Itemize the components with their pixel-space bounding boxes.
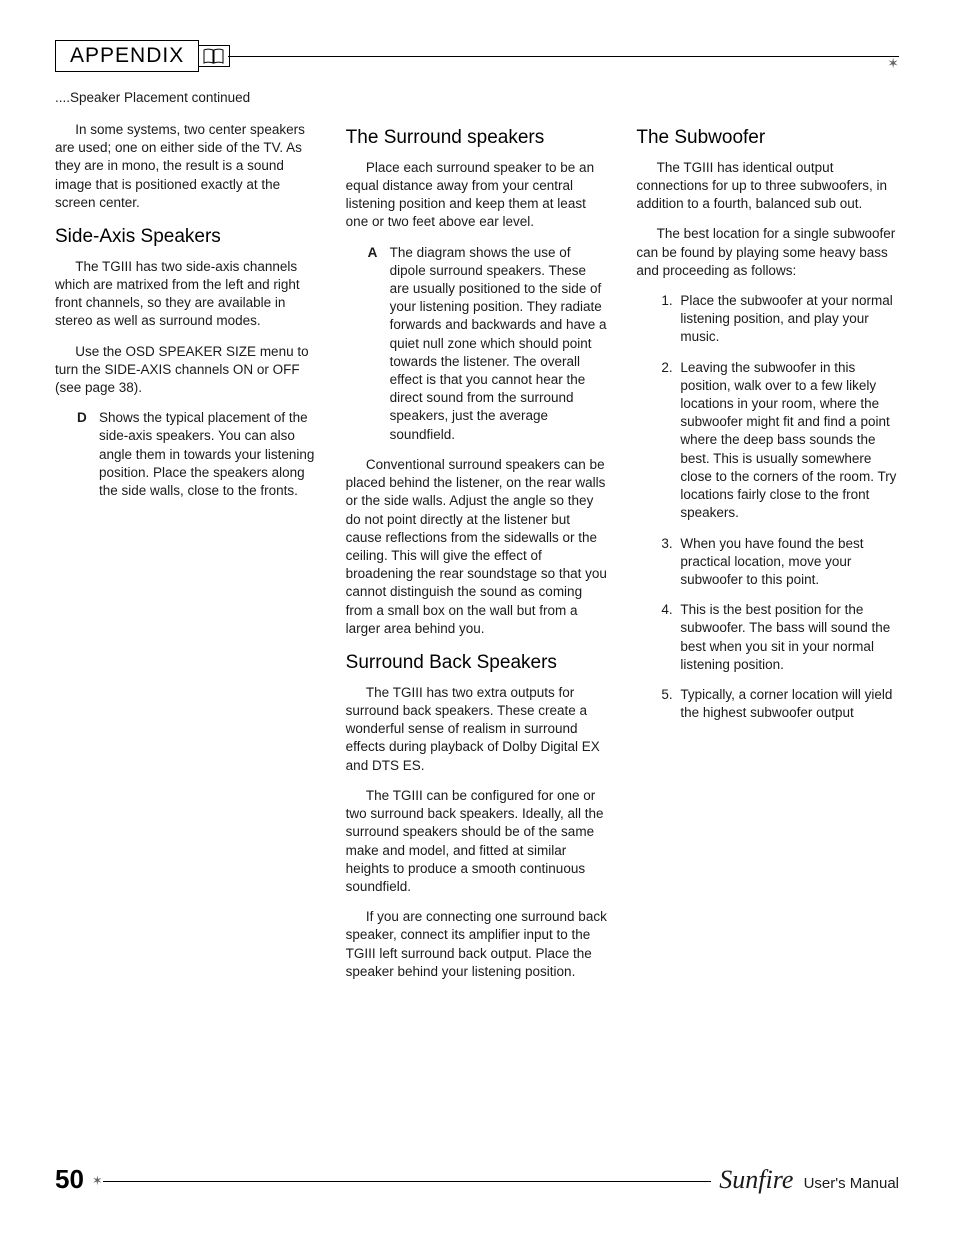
list-item-a: A The diagram shows the use of dipole su… [368,244,609,444]
item-a-body: The diagram shows the use of dipole surr… [390,244,609,444]
subwoofer-heading: The Subwoofer [636,125,899,151]
step-2: Leaving the subwoofer in this position, … [676,359,899,523]
crop-mark-icon: ✶ [887,55,899,72]
step-5: Typically, a corner location will yield … [676,686,899,722]
section-title-box: APPENDIX [55,40,199,72]
sub-p2: The best location for a single subwoofer… [636,225,899,280]
footer-rule-wrap: ✶ [92,1173,711,1189]
side-axis-heading: Side-Axis Speakers [55,224,318,250]
surround-back-heading: Surround Back Speakers [346,650,609,676]
intro-paragraph: In some systems, two center speakers are… [55,121,318,212]
book-icon-box [198,45,230,67]
item-d-label: D [77,409,99,500]
step-3: When you have found the best practical l… [676,535,899,590]
page-footer: 50 ✶ Sunfire User's Manual [55,1164,899,1195]
header-rule [228,56,899,57]
back-p1: The TGIII has two extra outputs for surr… [346,684,609,775]
manual-label: User's Manual [804,1175,899,1192]
footer-rule [103,1181,711,1182]
side-axis-p2: Use the OSD SPEAKER SIZE menu to turn th… [55,343,318,398]
surround-p2: Conventional surround speakers can be pl… [346,456,609,638]
continued-label: ....Speaker Placement continued [55,90,899,105]
item-a-label: A [368,244,390,444]
back-p2: The TGIII can be configured for one or t… [346,787,609,896]
body-columns: In some systems, two center speakers are… [55,121,899,993]
column-1: In some systems, two center speakers are… [55,121,318,993]
book-icon [203,48,225,64]
crop-mark-left-icon: ✶ [92,1173,103,1189]
page-number: 50 [55,1164,84,1195]
column-2: The Surround speakers Place each surroun… [346,121,609,993]
surround-p1: Place each surround speaker to be an equ… [346,159,609,232]
sub-p1: The TGIII has identical output connectio… [636,159,899,214]
back-p3: If you are connecting one surround back … [346,908,609,981]
brand-block: Sunfire User's Manual [719,1165,899,1195]
item-d-body: Shows the typical placement of the side-… [99,409,318,500]
step-4: This is the best position for the subwoo… [676,601,899,674]
subwoofer-steps: Place the subwoofer at your normal liste… [676,292,899,723]
side-axis-p1: The TGIII has two side-axis channels whi… [55,258,318,331]
surround-heading: The Surround speakers [346,125,609,151]
section-title: APPENDIX [70,44,184,68]
header-bar: APPENDIX [55,40,899,72]
column-3: The Subwoofer The TGIII has identical ou… [636,121,899,993]
list-item-d: D Shows the typical placement of the sid… [77,409,318,500]
step-1: Place the subwoofer at your normal liste… [676,292,899,347]
brand-logo: Sunfire [719,1165,793,1194]
